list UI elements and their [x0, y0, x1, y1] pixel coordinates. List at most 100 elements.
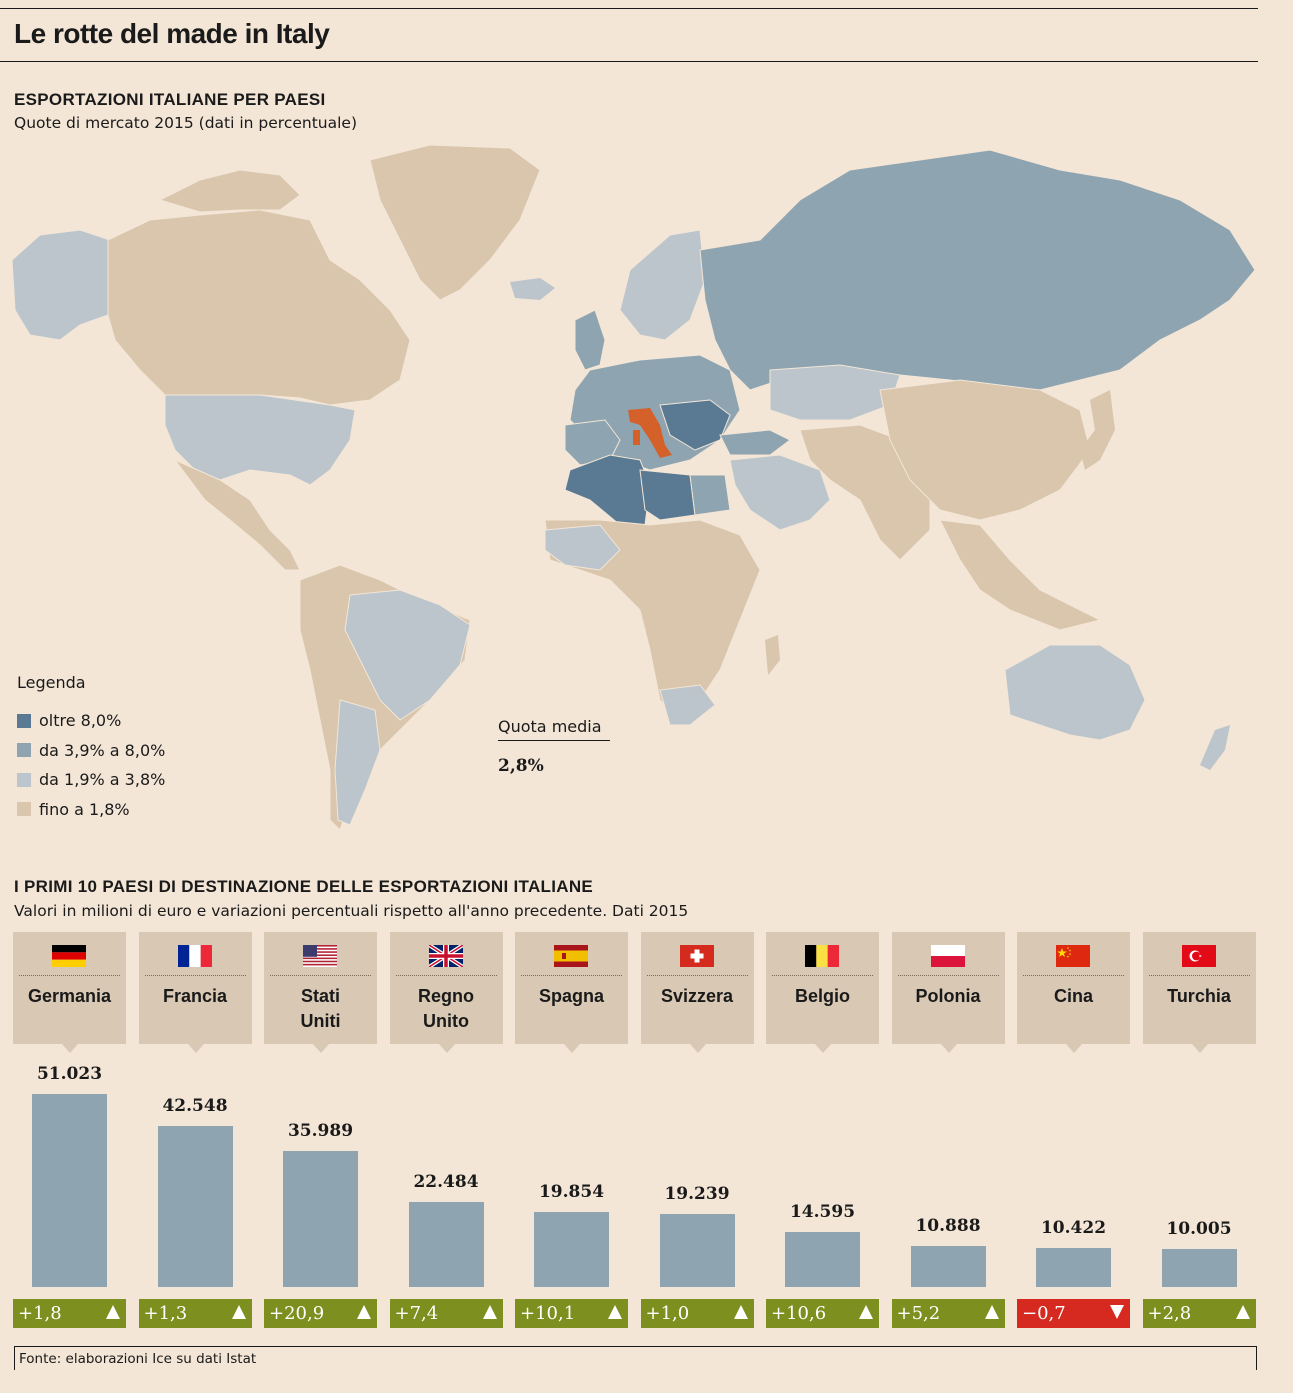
uk-flag-icon	[428, 945, 463, 967]
map-balkans	[659, 399, 731, 451]
legend-swatch	[17, 802, 31, 816]
bars-subheading: Valori in milioni di euro e variazioni p…	[14, 902, 689, 920]
map-canada	[107, 209, 411, 406]
change-badge: +1,8	[13, 1299, 126, 1328]
bar	[283, 1150, 358, 1287]
country-name: Belgio	[766, 984, 879, 1009]
card-pointer	[815, 1044, 831, 1053]
change-badge: +20,9	[264, 1299, 377, 1328]
country-card: Regno Unito	[389, 932, 503, 1044]
map-russia	[699, 149, 1256, 391]
arrow-up-icon	[357, 1305, 371, 1319]
change-value: +10,1	[520, 1303, 576, 1324]
dotted-divider	[646, 975, 748, 976]
legend-label: da 3,9% a 8,0%	[39, 740, 166, 760]
poland-flag-icon	[930, 945, 965, 967]
arrow-up-icon	[231, 1305, 246, 1319]
bar-column: Francia 42.548 +1,3	[138, 932, 252, 1332]
bar-column: Spagna 19.854 +10,1	[515, 932, 628, 1332]
country-card: Turchia	[1142, 932, 1256, 1044]
average-share-value: 2,8%	[498, 756, 544, 776]
dotted-divider	[1023, 975, 1124, 976]
map-alaska	[11, 229, 111, 341]
dotted-divider	[144, 975, 246, 976]
card-pointer	[313, 1044, 329, 1053]
card-pointer	[564, 1044, 580, 1053]
change-badge: +1,3	[138, 1299, 252, 1328]
bar-value-label: 51.023	[36, 1064, 103, 1084]
country-name: Polonia	[892, 984, 1005, 1009]
bar-column: Polonia 10.888 +5,2	[891, 932, 1005, 1332]
bar-value-label: 35.989	[287, 1120, 354, 1141]
arrow-up-icon	[733, 1305, 748, 1319]
dotted-divider	[19, 975, 120, 976]
bar-value-label: 22.484	[413, 1171, 479, 1192]
bar-value-label: 14.595	[789, 1201, 856, 1222]
map-libya	[639, 469, 696, 521]
dotted-divider	[897, 975, 999, 976]
germany-flag-icon	[52, 945, 86, 967]
bar-value-label: 19.239	[664, 1184, 730, 1205]
bar	[408, 1201, 484, 1287]
country-card: Belgio	[766, 932, 879, 1044]
dotted-divider	[270, 975, 371, 976]
change-value: +5,2	[896, 1303, 941, 1324]
bar-value-label: 10.005	[1166, 1219, 1232, 1240]
map-egypt	[689, 474, 731, 516]
country-name-line: Belgio	[794, 986, 850, 1006]
map-heading: ESPORTAZIONI ITALIANE PER PAESI	[14, 90, 326, 109]
legend-item: da 1,9% a 3,8%	[17, 770, 165, 789]
arrow-up-icon	[482, 1305, 497, 1319]
bar	[32, 1094, 107, 1287]
france-flag-icon	[177, 945, 212, 967]
country-name-line: Cina	[1053, 986, 1093, 1006]
change-value: +10,6	[771, 1303, 827, 1324]
country-name-line: Turchia	[1167, 986, 1231, 1006]
dotted-divider	[521, 975, 622, 976]
arrow-up-icon	[859, 1305, 873, 1319]
map-subheading: Quote di mercato 2015 (dati in percentua…	[14, 114, 357, 132]
country-name: Stati Uniti	[264, 984, 377, 1034]
country-name: Cina	[1017, 984, 1130, 1009]
country-name-line: Svizzera	[660, 986, 734, 1006]
country-card: Spagna	[515, 932, 628, 1044]
legend-item: fino a 1,8%	[17, 800, 130, 819]
country-card: Francia	[138, 932, 252, 1044]
card-pointer	[940, 1044, 957, 1053]
change-badge: +1,0	[640, 1299, 754, 1328]
bars-heading: I PRIMI 10 PAESI DI DESTINAZIONE DELLE E…	[14, 877, 594, 896]
change-value: +2,8	[1147, 1303, 1192, 1324]
bar	[157, 1126, 233, 1287]
map-italy	[628, 408, 672, 458]
country-card: Germania	[13, 932, 126, 1044]
country-card: Svizzera	[640, 932, 754, 1044]
legend-item: da 3,9% a 8,0%	[17, 741, 165, 760]
change-value: +1,0	[645, 1303, 690, 1324]
map-australia	[1004, 644, 1146, 741]
change-value: +1,3	[143, 1303, 188, 1324]
map-uk	[574, 309, 606, 371]
belgium-flag-icon	[805, 945, 839, 967]
turkey-flag-icon	[1181, 945, 1216, 967]
country-name: Turchia	[1143, 984, 1256, 1009]
country-name-line: Regno	[418, 986, 474, 1006]
arrow-up-icon	[1235, 1305, 1250, 1319]
bar-value-label: 42.548	[162, 1096, 228, 1117]
change-badge: +7,4	[389, 1299, 503, 1328]
world-map	[11, 144, 1256, 831]
change-value: +7,4	[394, 1303, 439, 1324]
legend-swatch	[17, 713, 31, 728]
bar	[534, 1211, 609, 1287]
bar-value-label: 10.888	[915, 1215, 981, 1236]
card-pointer	[438, 1044, 455, 1053]
map-greenland	[369, 144, 541, 301]
card-pointer	[1066, 1044, 1082, 1053]
dotted-divider	[395, 975, 497, 976]
bar	[910, 1245, 986, 1287]
top-rule	[0, 8, 1258, 9]
arrow-up-icon	[608, 1305, 622, 1319]
bar-column: Svizzera 19.239 +1,0	[640, 932, 754, 1332]
dotted-divider	[772, 975, 873, 976]
country-name-line: Stati	[300, 986, 340, 1006]
map-turkey	[719, 429, 791, 456]
